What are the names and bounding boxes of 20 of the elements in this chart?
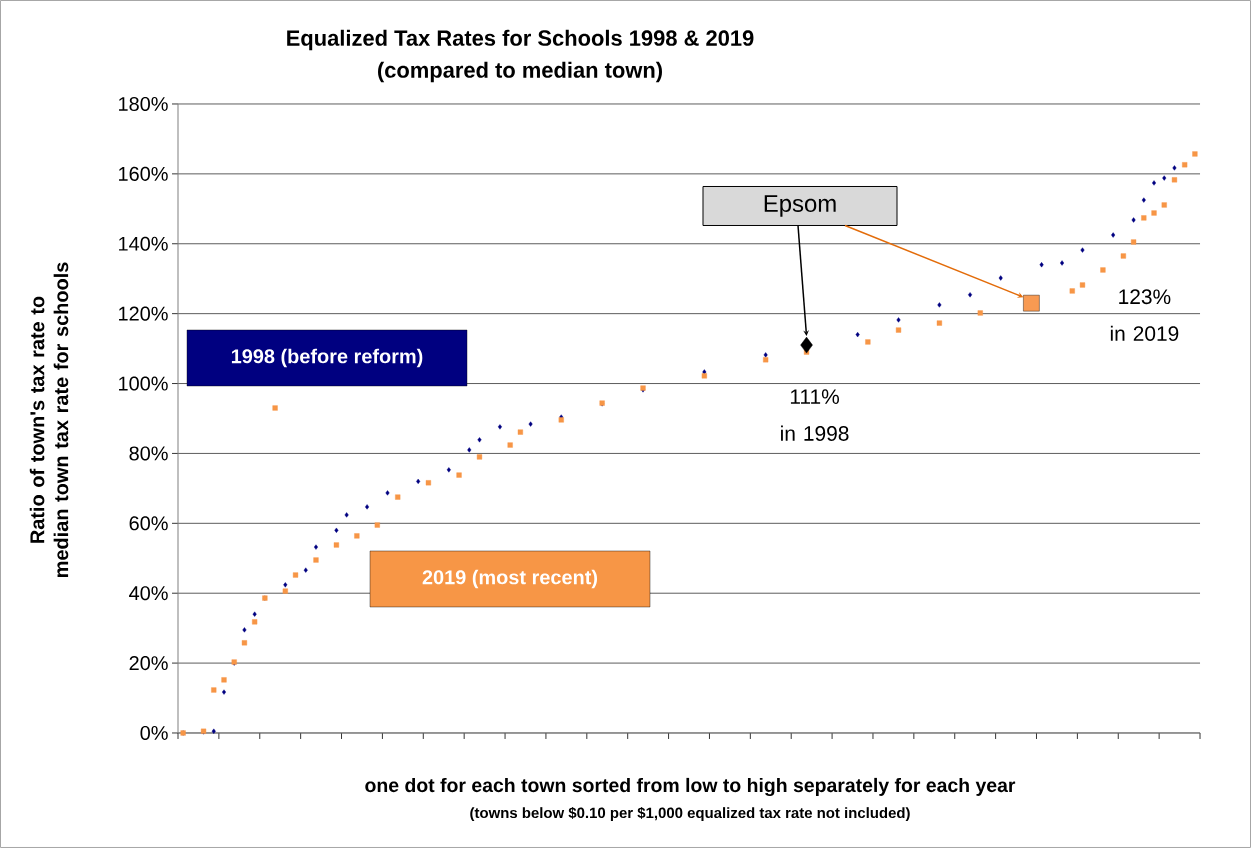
text: 1998 (before reform) (231, 348, 423, 368)
x-axis-title: one dot for each town sorted from low to high separately for each year (365, 777, 1016, 797)
y-tick-label: 180% (119, 96, 168, 112)
y-tick-label: 0% (140, 725, 168, 741)
y-tick-label: 100% (119, 376, 168, 391)
y-axis-title: Ratio of town's tax rate to median town tax rate for schools (29, 262, 69, 577)
annotation: 111% in 1998 (781, 389, 849, 441)
y-tick-label: 160% (119, 166, 168, 181)
annotation: 123% in 2019 (1110, 289, 1179, 341)
text: (towns below $0.10 per $1,000 equalized tax rate not included) (470, 806, 910, 822)
y-tick-label: 80% (129, 446, 168, 461)
y-tick-label: 20% (129, 656, 168, 671)
y-tick-label: 120% (119, 306, 168, 321)
annotation: Epsom (764, 195, 836, 217)
chart-subtitle: (compared to median town) (378, 61, 662, 83)
y-tick-label: 40% (129, 586, 168, 601)
y-tick-label: 140% (119, 236, 168, 251)
y-tick-label: 60% (129, 516, 168, 531)
chart-title: Equalized Tax Rates for Schools 1998 & 2019 (287, 29, 754, 51)
text: 2019 (most recent) (422, 569, 598, 589)
